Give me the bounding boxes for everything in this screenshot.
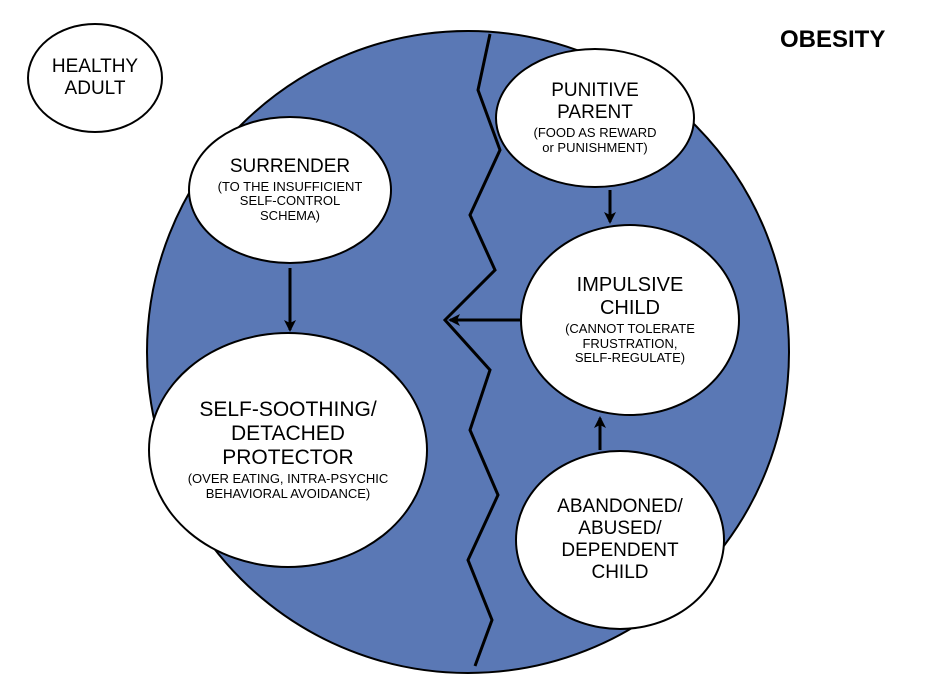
- node-impulsive-child-label: IMPULSIVE CHILD: [577, 274, 684, 320]
- node-self-soothing-sublabel: (OVER EATING, INTRA-PSYCHIC BEHAVIORAL A…: [188, 472, 389, 502]
- node-healthy-adult-label: HEALTHY ADULT: [52, 56, 138, 100]
- node-abandoned-child-label: ABANDONED/ ABUSED/ DEPENDENT CHILD: [557, 496, 683, 583]
- node-healthy-adult: HEALTHY ADULT: [27, 23, 163, 133]
- diagram-canvas: { "title": { "text": "OBESITY", "x": 780…: [0, 0, 932, 678]
- node-punitive-parent: PUNITIVE PARENT (FOOD AS REWARD or PUNIS…: [495, 48, 695, 188]
- node-abandoned-child: ABANDONED/ ABUSED/ DEPENDENT CHILD: [515, 450, 725, 630]
- node-impulsive-child: IMPULSIVE CHILD (CANNOT TOLERATE FRUSTRA…: [520, 224, 740, 416]
- node-punitive-parent-sublabel: (FOOD AS REWARD or PUNISHMENT): [533, 126, 656, 156]
- node-impulsive-child-sublabel: (CANNOT TOLERATE FRUSTRATION, SELF-REGUL…: [565, 322, 695, 367]
- node-punitive-parent-label: PUNITIVE PARENT: [551, 80, 639, 124]
- node-surrender-sublabel: (TO THE INSUFFICIENT SELF-CONTROL SCHEMA…: [218, 180, 363, 225]
- node-surrender: SURRENDER (TO THE INSUFFICIENT SELF-CONT…: [188, 116, 392, 264]
- node-surrender-label: SURRENDER: [230, 156, 350, 178]
- diagram-title: OBESITY: [780, 26, 885, 54]
- node-self-soothing: SELF-SOOTHING/ DETACHED PROTECTOR (OVER …: [148, 332, 428, 568]
- node-self-soothing-label: SELF-SOOTHING/ DETACHED PROTECTOR: [199, 398, 376, 470]
